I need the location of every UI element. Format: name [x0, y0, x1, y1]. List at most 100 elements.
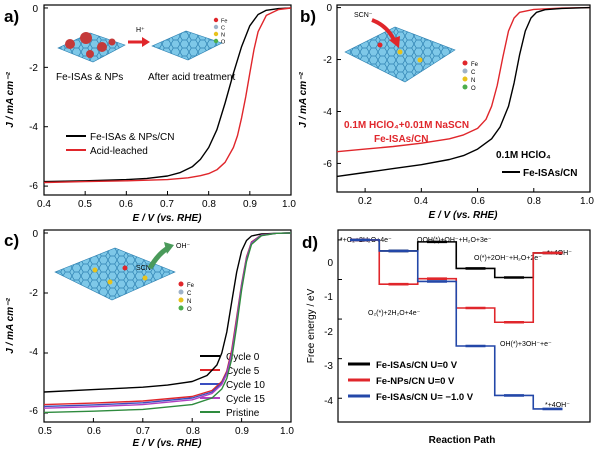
panel-a-ylabel: J / mA cm⁻²: [5, 72, 16, 128]
inset-sheet-right: [151, 30, 223, 61]
legend-label: Cycle 5: [226, 366, 260, 377]
x-tick-label: 0.8: [527, 196, 541, 207]
legend-label: Fe-ISAs/CN U= −1.0 V: [376, 392, 474, 403]
inset-sheet-left: [57, 32, 126, 63]
panel-a-label: a): [4, 7, 19, 26]
series-label-red: Fe-ISAs/CN: [374, 134, 428, 145]
y-tick-label: -6: [323, 159, 332, 170]
panel-d-ylabel: Free energy / eV: [306, 288, 317, 363]
inset-label-right: After acid treatment: [148, 72, 235, 83]
y-tick-label: -3: [324, 361, 333, 372]
x-tick-label: 0.6: [87, 426, 101, 437]
panel-c-inset: SCN⁻ OH⁻ Fe C N O: [54, 242, 195, 313]
panel-b: b) SCN⁻ Fe C N O 0 -2 -4 -6 0.2 0.: [298, 3, 594, 221]
x-tick-label: 0.2: [358, 196, 372, 207]
oh-arrow: [147, 245, 170, 270]
legend-text-c: C: [221, 26, 225, 32]
y-tick-label: 0: [32, 4, 38, 15]
legend-dot-o: [213, 38, 219, 44]
energy-connector: [447, 280, 466, 347]
fe-site-mark: [122, 265, 128, 271]
legend-dot-fe: [178, 281, 184, 287]
panel-c-plot: [43, 232, 292, 422]
legend-text-n: N: [187, 299, 191, 305]
x-tick-label: 0.9: [243, 199, 257, 210]
series-line-1: [43, 232, 292, 406]
y-tick-label: 0: [32, 229, 38, 240]
step-label: O₂(*)+2H₂O+4e⁻: [368, 310, 421, 317]
panel-d-plot: [338, 238, 563, 411]
x-tick-label: 1.0: [580, 196, 594, 207]
step-label: O(*)+2OH⁻+H₂O+2e⁻: [474, 255, 542, 262]
fe-site-mark: [107, 279, 113, 285]
legend-dot-n: [462, 76, 468, 82]
series-line-1: [336, 6, 591, 178]
y-tick-label: -2: [324, 327, 333, 338]
panel-a-yticks: 0 -2 -4 -6: [29, 4, 38, 192]
acid-arrow-label: H⁺: [136, 27, 145, 34]
series-line-1: [43, 7, 292, 184]
panel-b-plot: [336, 6, 591, 192]
oh-arrow-head: [164, 242, 174, 254]
legend-text-o: O: [221, 40, 226, 46]
legend-label: Cycle 0: [226, 352, 260, 363]
y-tick-label: -2: [29, 288, 38, 299]
x-tick-label: 0.5: [78, 199, 92, 210]
y-tick-label: -2: [29, 63, 38, 74]
panel-a-xticks: 0.4 0.5 0.6 0.7 0.8 0.9 1.0: [37, 199, 296, 210]
panel-b-frame: [336, 4, 591, 193]
fe-site-mark: [142, 275, 148, 281]
legend-label: Cycle 15: [226, 394, 265, 405]
legend-label: Acid-leached: [90, 146, 148, 157]
y-tick-label: -1: [324, 292, 333, 303]
y-tick-label: -6: [29, 181, 38, 192]
panel-b-xticks: 0.2 0.4 0.6 0.8 1.0: [358, 196, 594, 207]
y-tick-label: -2: [323, 55, 332, 66]
panel-d-label: d): [302, 233, 318, 252]
acid-arrow-head: [142, 37, 150, 47]
legend-label: Cycle 10: [226, 380, 265, 391]
x-tick-label: 0.7: [160, 199, 174, 210]
panel-a: a) H⁺ Fe C N O Fe-ISAs & NPs After acid …: [4, 4, 296, 224]
series-line-0: [43, 232, 292, 393]
fe-site-mark: [92, 267, 98, 273]
x-tick-label: 0.4: [414, 196, 428, 207]
condition-label-black: 0.1M HClO₄: [496, 150, 551, 161]
panel-d-legend: Fe-ISAs/CN U=0 V Fe-NPs/CN U=0 V Fe-ISAs…: [348, 360, 474, 403]
fe-site-mark: [377, 42, 383, 48]
panel-a-plot: [43, 7, 292, 195]
nanoparticle-mark: [80, 32, 92, 44]
legend-text-fe: Fe: [187, 283, 195, 289]
series-line-4: [43, 232, 292, 414]
energy-connector: [408, 250, 427, 283]
scn-label: SCN⁻: [136, 265, 155, 272]
panel-b-label: b): [300, 7, 316, 26]
panel-a-frame: [43, 4, 292, 196]
energy-connector: [524, 252, 543, 324]
panel-b-inset: SCN⁻ Fe C N O: [344, 12, 479, 92]
legend-text-n: N: [471, 78, 475, 84]
legend-dot-n: [213, 31, 219, 37]
scn-arrow-label: SCN⁻: [354, 12, 373, 19]
energy-connector: [485, 345, 504, 397]
legend-dot-fe: [462, 60, 468, 66]
inset-label-left: Fe-ISAs & NPs: [56, 72, 123, 83]
step-label: *+4OH⁻: [545, 402, 570, 409]
panel-b-xlabel: E / V (vs. RHE): [429, 210, 499, 221]
legend-label: Fe-ISAs & NPs/CN: [90, 132, 174, 143]
energy-connector: [370, 239, 389, 252]
legend-text-o: O: [187, 307, 192, 313]
inset-sheet: [54, 247, 176, 301]
y-tick-label: -4: [323, 107, 332, 118]
y-tick-label: 0: [326, 3, 332, 14]
y-tick-label: -4: [324, 396, 333, 407]
panel-c-ylabel: J / mA cm⁻²: [5, 298, 16, 354]
energy-connector: [447, 241, 466, 270]
panel-d-xlabel: Reaction Path: [429, 435, 496, 446]
oh-arrow-label: OH⁻: [176, 243, 191, 250]
panel-d-frame: [337, 229, 591, 423]
fe-site-mark: [417, 57, 423, 63]
nanoparticle-mark: [97, 42, 107, 52]
series-line-0: [336, 6, 591, 153]
y-tick-label: -4: [29, 122, 38, 133]
